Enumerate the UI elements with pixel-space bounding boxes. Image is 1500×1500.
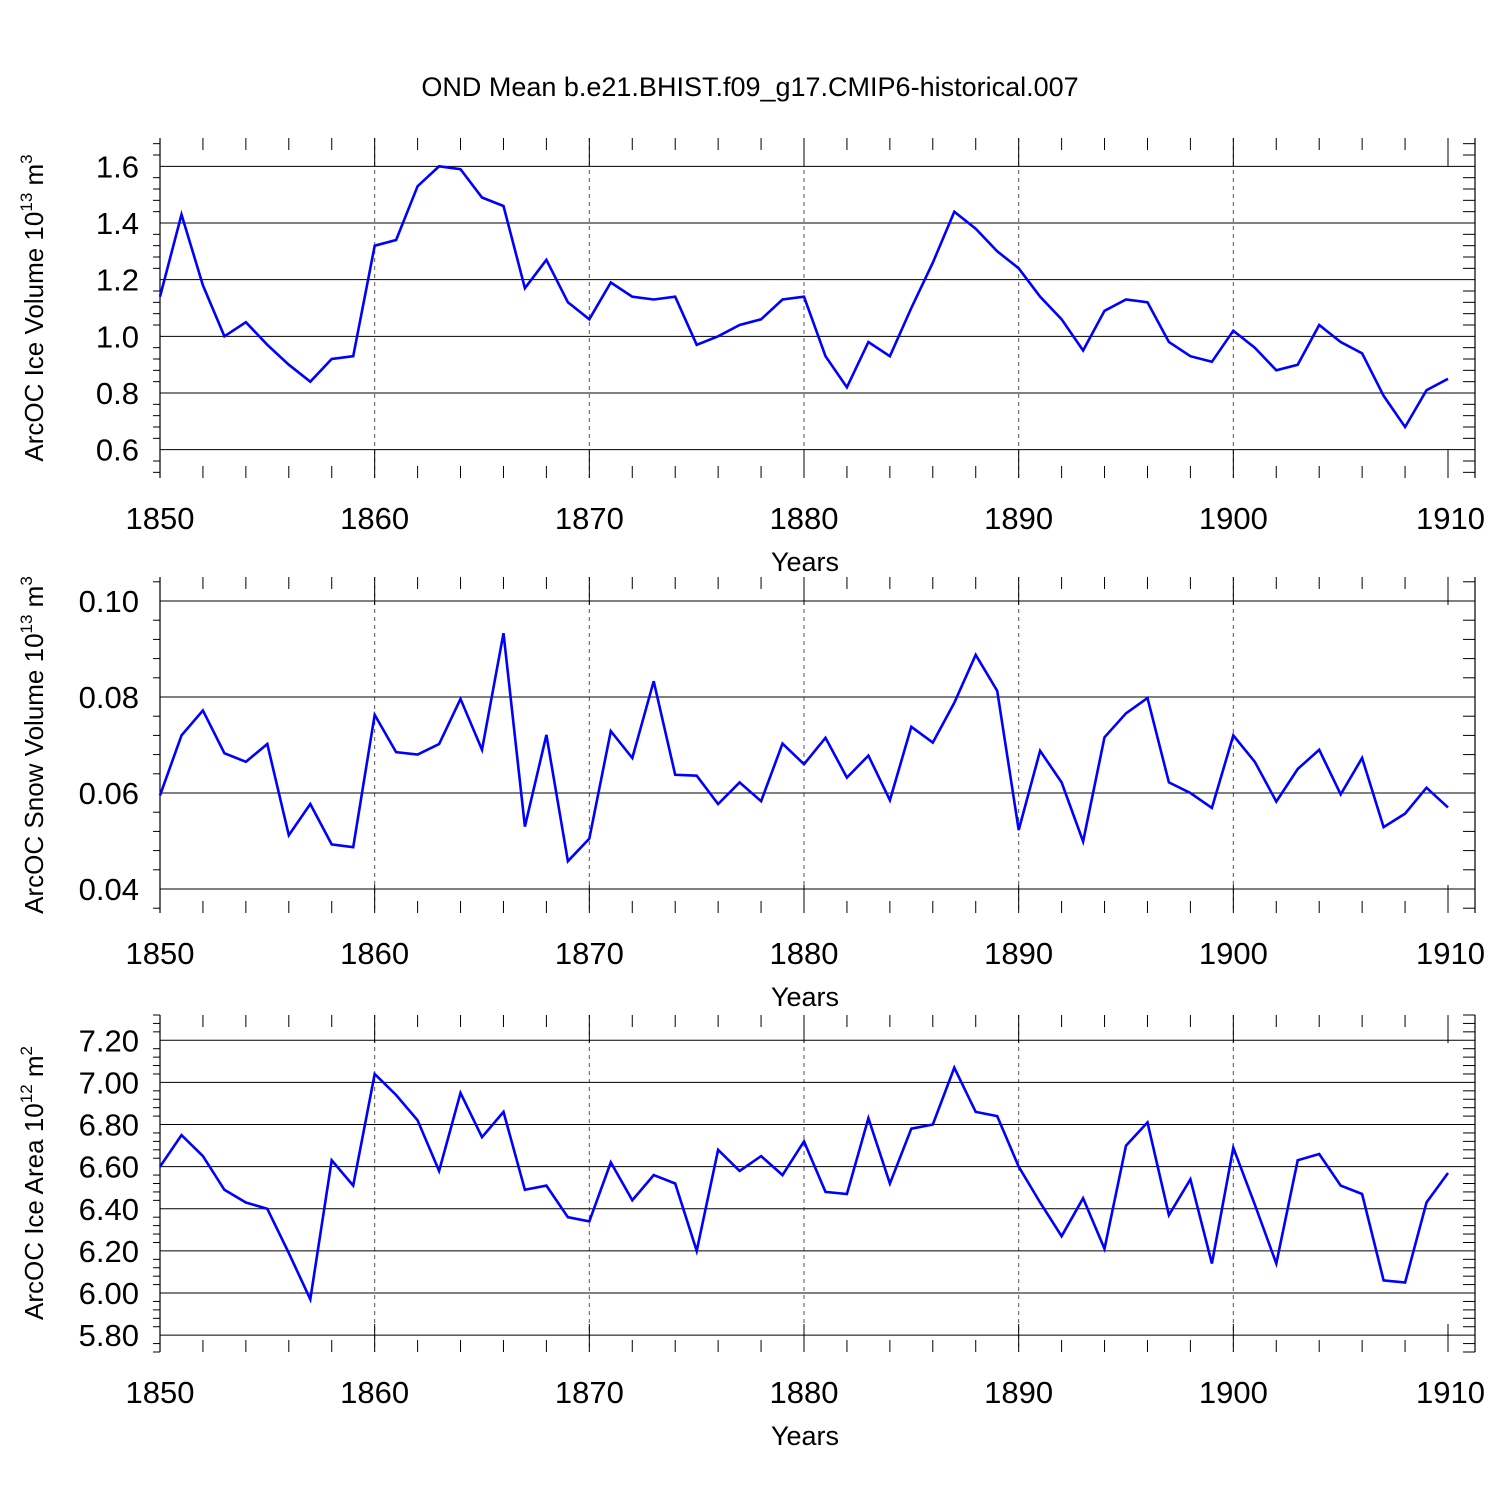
x-tick-label: 1910 (1416, 501, 1485, 536)
series-line (158, 1064, 1450, 1304)
ice-volume-panel: 0.6 0.8 1.0 1.2 1.4 1.6 1850 1860 1870 1880 1890 19… (17, 138, 1485, 577)
y-tick-label: 0.10 (79, 584, 139, 619)
y-tick-label: 6.40 (79, 1192, 139, 1227)
y-axis-label: ArcOC Ice Area 1012 m2 (17, 1046, 49, 1320)
x-tick-label: 1880 (770, 501, 839, 536)
y-tick-label: 0.04 (79, 872, 139, 907)
y-tick-label: 6.20 (79, 1234, 139, 1269)
x-tick-label: 1900 (1199, 1375, 1268, 1410)
y-tick-label: 1.4 (96, 206, 139, 241)
series-line (158, 632, 1449, 864)
y-tick-label: 7.00 (79, 1065, 139, 1100)
x-tick-label: 1870 (555, 1375, 624, 1410)
x-tick-label: 1850 (126, 936, 195, 971)
x-tick-label: 1890 (984, 936, 1053, 971)
x-tick-label: 1910 (1416, 936, 1485, 971)
y-tick-label: 6.80 (79, 1108, 139, 1143)
x-axis-label: Years (771, 1421, 839, 1451)
y-axis-label: ArcOC Ice Volume 1013 m3 (17, 154, 49, 461)
y-tick-label: 7.20 (79, 1023, 139, 1058)
y-tick-label: 6.00 (79, 1276, 139, 1311)
x-tick-label: 1860 (340, 936, 409, 971)
y-tick-label: 0.6 (96, 433, 139, 468)
x-tick-label: 1860 (340, 1375, 409, 1410)
y-tick-label: 1.2 (96, 263, 139, 298)
y-tick-label: 6.60 (79, 1150, 139, 1185)
x-axis-label: Years (771, 547, 839, 577)
y-axis-label: ArcOC Snow Volume 1013 m3 (17, 576, 49, 914)
y-tick-label: 1.6 (96, 149, 139, 184)
y-tick-label: 1.0 (96, 319, 139, 354)
x-tick-label: 1880 (770, 1375, 839, 1410)
y-tick-label: 5.80 (79, 1318, 139, 1353)
x-tick-label: 1860 (340, 501, 409, 536)
x-tick-label: 1850 (126, 501, 195, 536)
ice-area-panel: 5.80 6.00 6.20 6.40 6.60 6.80 7.00 7.20 1850 1860… (17, 1014, 1485, 1451)
x-tick-label: 1900 (1199, 936, 1268, 971)
series-line (158, 164, 1449, 430)
y-tick-label: 0.08 (79, 680, 139, 715)
y-tick-label: 0.8 (96, 376, 139, 411)
snow-volume-panel: 0.04 0.06 0.08 0.10 1850 1860 1870 1880 1890 1900… (17, 576, 1485, 1012)
x-tick-label: 1890 (984, 1375, 1053, 1410)
x-axis-label: Years (771, 982, 839, 1012)
x-tick-label: 1880 (770, 936, 839, 971)
x-tick-label: 1850 (126, 1375, 195, 1410)
x-tick-label: 1910 (1416, 1375, 1485, 1410)
x-tick-label: 1890 (984, 501, 1053, 536)
y-tick-label: 0.06 (79, 776, 139, 811)
x-tick-label: 1870 (555, 501, 624, 536)
figure-title: OND Mean b.e21.BHIST.f09_g17.CMIP6-histo… (421, 72, 1078, 102)
x-tick-label: 1870 (555, 936, 624, 971)
x-tick-label: 1900 (1199, 501, 1268, 536)
